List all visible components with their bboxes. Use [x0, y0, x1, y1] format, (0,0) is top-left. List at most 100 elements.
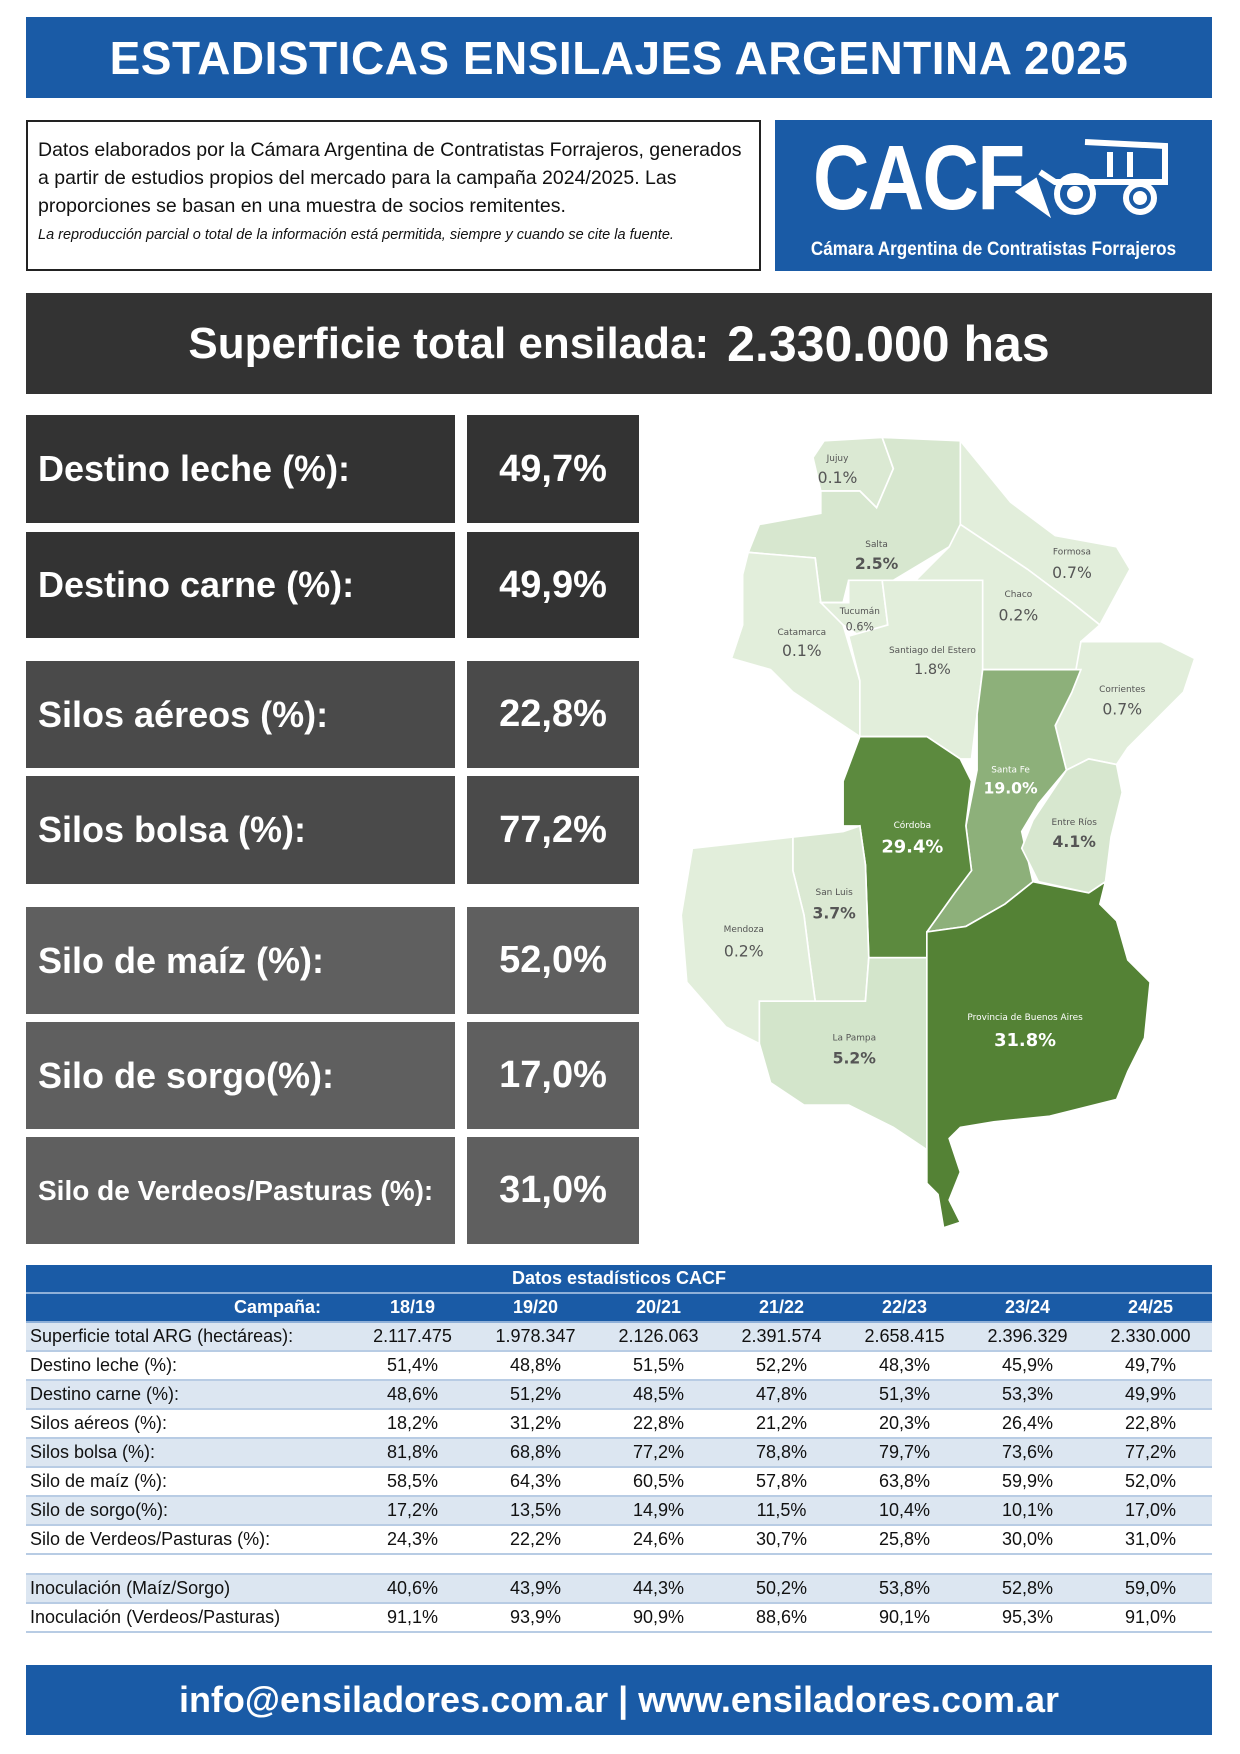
- map-label: San Luis: [816, 888, 854, 898]
- cell-value: 48,5%: [597, 1380, 720, 1410]
- row-label: Superficie total ARG (hectáreas):: [26, 1322, 351, 1352]
- province-la-pampa: [758, 956, 928, 1152]
- stat-label: Silo de maíz (%):: [26, 907, 455, 1014]
- cell-value: 81,8%: [351, 1438, 474, 1468]
- column-header: 19/20: [474, 1293, 597, 1323]
- superficie-banner: Superficie total ensilada: 2.330.000 has: [26, 293, 1212, 394]
- cell-value: 57,8%: [720, 1467, 843, 1497]
- cell-value: 11,5%: [720, 1496, 843, 1526]
- stat-value: 49,9%: [467, 532, 639, 638]
- header-label: Campaña:: [26, 1293, 351, 1323]
- cell-value: 58,5%: [351, 1467, 474, 1497]
- footer-contact: info@ensiladores.com.ar | www.ensiladore…: [26, 1665, 1212, 1735]
- table-row: Destino carne (%): 48,6% 51,2% 48,5% 47,8% 51…: [26, 1380, 1212, 1410]
- cell-value: 2.391.574: [720, 1322, 843, 1352]
- table-header-row: Campaña: 18/19 19/20 20/21 21/22 22/23 2…: [26, 1293, 1212, 1323]
- cell-value: 13,5%: [474, 1496, 597, 1526]
- stat-value: 77,2%: [467, 776, 639, 884]
- map-value: 0.6%: [846, 621, 874, 634]
- cell-value: 79,7%: [843, 1438, 966, 1468]
- map-value: 5.2%: [833, 1049, 877, 1068]
- column-header: 24/25: [1089, 1293, 1212, 1323]
- cell-value: 59,9%: [966, 1467, 1089, 1497]
- inoculation-table: Inoculación (Maíz/Sorgo) 40,6% 43,9% 44,3% 5…: [26, 1573, 1212, 1633]
- cell-value: 60,5%: [597, 1467, 720, 1497]
- map-value: 0.7%: [1052, 563, 1092, 582]
- cell-value: 21,2%: [720, 1409, 843, 1439]
- stat-label: Destino leche (%):: [26, 415, 455, 523]
- table-row: Silo de sorgo(%): 17,2% 13,5% 14,9% 11,5% 10,…: [26, 1496, 1212, 1526]
- cell-value: 63,8%: [843, 1467, 966, 1497]
- harvester-icon: [1015, 139, 1168, 219]
- cell-value: 51,5%: [597, 1351, 720, 1381]
- superficie-value: 2.330.000 has: [727, 315, 1050, 372]
- cell-value: 51,3%: [843, 1380, 966, 1410]
- stat-value: 22,8%: [467, 661, 639, 768]
- map-value: 19.0%: [983, 779, 1038, 798]
- table-row: Superficie total ARG (hectáreas): 2.117.4…: [26, 1322, 1212, 1352]
- cell-value: 47,8%: [720, 1380, 843, 1410]
- row-label: Silos aéreos (%):: [26, 1409, 351, 1439]
- row-label: Destino leche (%):: [26, 1351, 351, 1381]
- column-header: 22/23: [843, 1293, 966, 1323]
- table-title: Datos estadísticos CACF: [26, 1265, 1212, 1294]
- map-label: Jujuy: [826, 454, 849, 464]
- map-value: 0.2%: [724, 942, 764, 961]
- cell-value: 48,3%: [843, 1351, 966, 1381]
- cell-value: 52,0%: [1089, 1467, 1212, 1497]
- cell-value: 59,0%: [1089, 1574, 1212, 1604]
- cell-value: 73,6%: [966, 1438, 1089, 1468]
- table-row: Silo de Verdeos/Pasturas (%): 24,3% 22,2% 2…: [26, 1525, 1212, 1555]
- map-label: Tucumán: [839, 607, 880, 617]
- column-header: 21/22: [720, 1293, 843, 1323]
- superficie-label: Superficie total ensilada:: [188, 318, 710, 368]
- row-label: Inoculación (Maíz/Sorgo): [26, 1574, 351, 1604]
- cell-value: 24,6%: [597, 1525, 720, 1555]
- cell-value: 88,6%: [720, 1603, 843, 1633]
- logo-name: Cámara Argentina de Contratistas Forraje…: [810, 239, 1177, 260]
- map-label: Mendoza: [724, 925, 764, 935]
- map-label: Salta: [865, 540, 888, 550]
- cell-value: 2.117.475: [351, 1322, 474, 1352]
- cell-value: 91,0%: [1089, 1603, 1212, 1633]
- map-label: Provincia de Buenos Aires: [967, 1013, 1083, 1023]
- stat-label: Silo de Verdeos/Pasturas (%):: [26, 1137, 455, 1244]
- cell-value: 77,2%: [597, 1438, 720, 1468]
- cell-value: 52,8%: [966, 1574, 1089, 1604]
- row-label: Inoculación (Verdeos/Pasturas): [26, 1603, 351, 1633]
- row-label: Silo de sorgo(%):: [26, 1496, 351, 1526]
- cell-value: 26,4%: [966, 1409, 1089, 1439]
- map-label: Formosa: [1053, 548, 1091, 558]
- cell-value: 48,8%: [474, 1351, 597, 1381]
- column-header: 23/24: [966, 1293, 1089, 1323]
- map-label: Catamarca: [777, 628, 826, 638]
- row-label: Silo de Verdeos/Pasturas (%):: [26, 1525, 351, 1555]
- cell-value: 40,6%: [351, 1574, 474, 1604]
- row-label: Silo de maíz (%):: [26, 1467, 351, 1497]
- map-value: 31.8%: [994, 1030, 1056, 1051]
- stat-label: Silos bolsa (%):: [26, 776, 455, 884]
- stat-value: 49,7%: [467, 415, 639, 523]
- cell-value: 2.658.415: [843, 1322, 966, 1352]
- cell-value: 50,2%: [720, 1574, 843, 1604]
- map-label: Entre Ríos: [1052, 818, 1098, 828]
- cell-value: 18,2%: [351, 1409, 474, 1439]
- cell-value: 14,9%: [597, 1496, 720, 1526]
- stats-table: Datos estadísticos CACF Campaña: 18/19 1…: [26, 1265, 1212, 1555]
- table-row: Inoculación (Maíz/Sorgo) 40,6% 43,9% 44,3% 5…: [26, 1574, 1212, 1604]
- row-label: Destino carne (%):: [26, 1380, 351, 1410]
- stat-value: 17,0%: [467, 1022, 639, 1129]
- row-label: Silos bolsa (%):: [26, 1438, 351, 1468]
- table-row: Silos bolsa (%): 81,8% 68,8% 77,2% 78,8% 79,7…: [26, 1438, 1212, 1468]
- table-row: Silo de maíz (%): 58,5% 64,3% 60,5% 57,8% 63,…: [26, 1467, 1212, 1497]
- cell-value: 44,3%: [597, 1574, 720, 1604]
- map-label: Corrientes: [1099, 685, 1145, 695]
- cell-value: 95,3%: [966, 1603, 1089, 1633]
- cell-value: 10,1%: [966, 1496, 1089, 1526]
- info-text: Datos elaborados por la Cámara Argentina…: [38, 139, 742, 217]
- cell-value: 2.396.329: [966, 1322, 1089, 1352]
- column-header: 20/21: [597, 1293, 720, 1323]
- cell-value: 43,9%: [474, 1574, 597, 1604]
- map-value: 0.2%: [999, 605, 1039, 624]
- map-label: Córdoba: [894, 820, 931, 831]
